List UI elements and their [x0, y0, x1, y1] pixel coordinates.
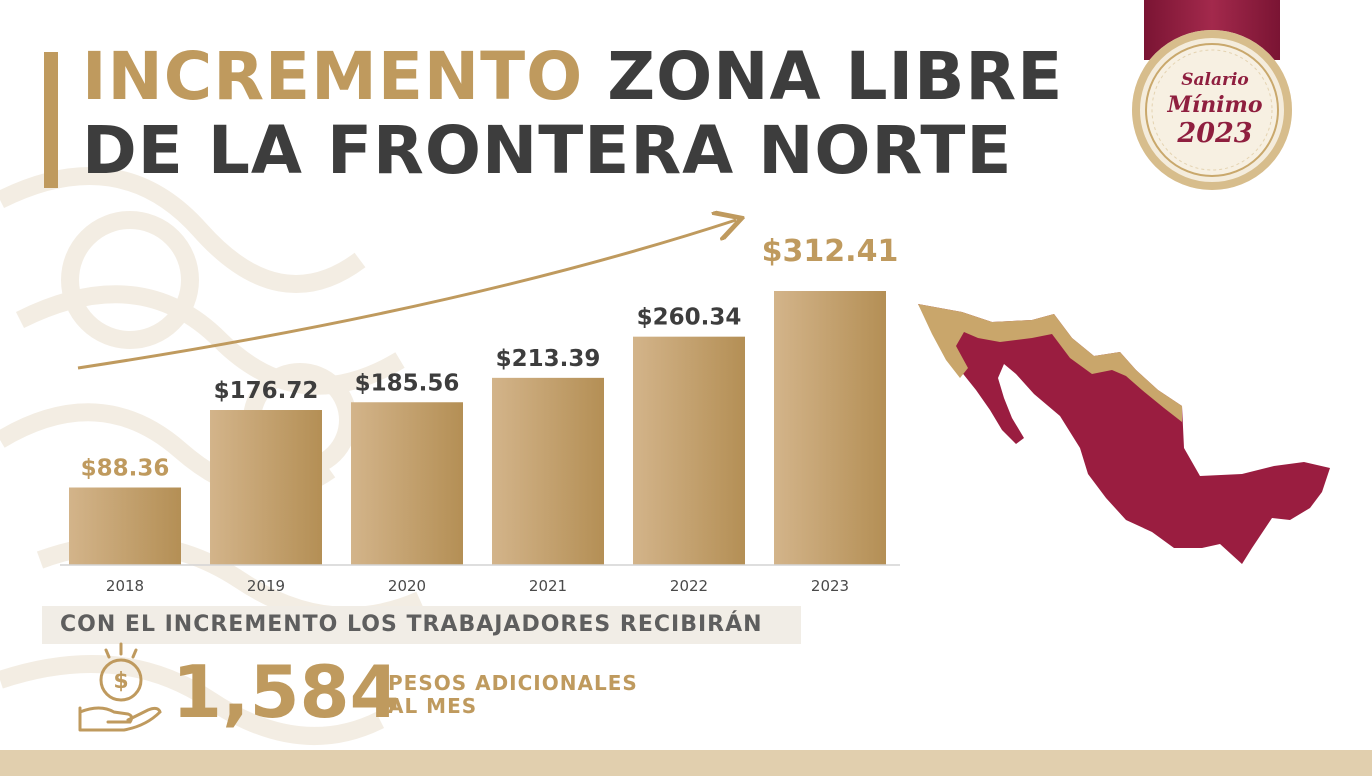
title-line1-rest: ZONA LIBRE — [607, 38, 1064, 115]
workers-subtitle: CON EL INCREMENTO LOS TRABAJADORES RECIB… — [60, 612, 763, 637]
salario-minimo-badge — [1132, 0, 1292, 190]
x-tick-2020: 2020 — [388, 577, 426, 595]
pesos-line2: AL MES — [388, 694, 478, 718]
data-label-2018: $88.36 — [81, 456, 170, 482]
bar-2018 — [69, 487, 181, 565]
border-free-zone — [918, 304, 1182, 422]
bar-2020 — [351, 402, 463, 565]
mexico-interior-region — [918, 304, 1330, 564]
badge-line1: Salario — [1181, 70, 1249, 90]
title-accent-bar — [44, 52, 58, 188]
svg-text:$: $ — [113, 669, 128, 694]
x-tick-2023: 2023 — [811, 577, 849, 595]
data-label-2023: $312.41 — [762, 234, 899, 269]
title-line2: DE LA FRONTERA NORTE — [82, 112, 1013, 189]
bar-2021 — [492, 377, 604, 565]
data-label-2019: $176.72 — [214, 378, 319, 404]
bar-2023 — [774, 291, 886, 565]
x-tick-2018: 2018 — [106, 577, 144, 595]
additional-pesos-number: 1,584 — [172, 650, 400, 734]
x-tick-2021: 2021 — [529, 577, 567, 595]
coin-in-hand-icon: $ — [78, 642, 162, 732]
subtitle-band — [42, 606, 801, 644]
badge-line2: Mínimo — [1167, 92, 1263, 118]
bar-2019 — [210, 410, 322, 565]
pesos-line1: PESOS ADICIONALES — [388, 671, 638, 695]
data-label-2021: $213.39 — [496, 346, 601, 372]
page-title: INCREMENTO ZONA LIBRE DE LA FRONTERA NOR… — [82, 40, 1063, 188]
data-label-2020: $185.56 — [355, 370, 460, 396]
additional-pesos-label: PESOS ADICIONALES AL MES — [388, 672, 638, 718]
trend-arrow — [77, 220, 736, 370]
x-tick-2022: 2022 — [670, 577, 708, 595]
badge-line3: 2023 — [1177, 118, 1253, 149]
bar-2022 — [633, 336, 745, 565]
bar-chart: $88.36 2018 $176.72 2019 $185.56 2020 $213.39 2… — [60, 200, 900, 595]
title-highlight: INCREMENTO — [82, 38, 584, 115]
bottom-band — [0, 750, 1372, 776]
x-tick-2019: 2019 — [247, 577, 285, 595]
data-label-2022: $260.34 — [637, 305, 742, 331]
mexico-map — [918, 304, 1330, 564]
